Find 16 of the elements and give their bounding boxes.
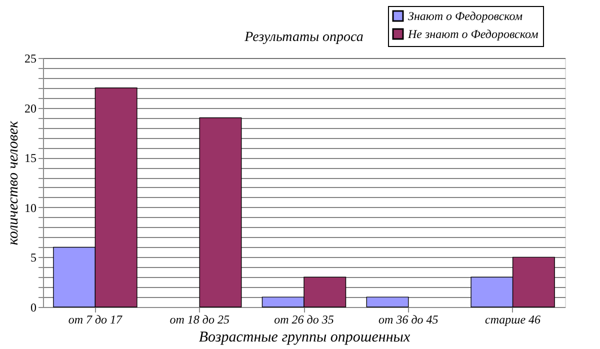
legend-label: Знают о Федоровском	[408, 9, 523, 23]
x-tick-label: от 7 до 17	[68, 312, 124, 326]
y-axis-title: количество человек	[6, 120, 22, 246]
chart-title: Результаты опроса	[244, 30, 364, 45]
y-tick-label: 0	[30, 300, 36, 314]
y-tick-label: 10	[24, 200, 36, 215]
legend-label: Не знают о Федоровском	[407, 27, 539, 41]
y-tick-label: 15	[24, 151, 36, 166]
x-tick-label: старше 46	[485, 312, 541, 326]
x-tick-label: от 26 до 35	[274, 312, 334, 326]
x-tick-label: от 36 до 45	[378, 312, 438, 326]
y-tick-label: 5	[30, 250, 36, 265]
x-tick-label: от 18 до 25	[170, 312, 230, 326]
y-tick-label: 20	[24, 101, 36, 116]
x-axis-title: Возрастные группы опрошенных	[198, 330, 410, 346]
y-tick-label: 25	[24, 52, 36, 66]
